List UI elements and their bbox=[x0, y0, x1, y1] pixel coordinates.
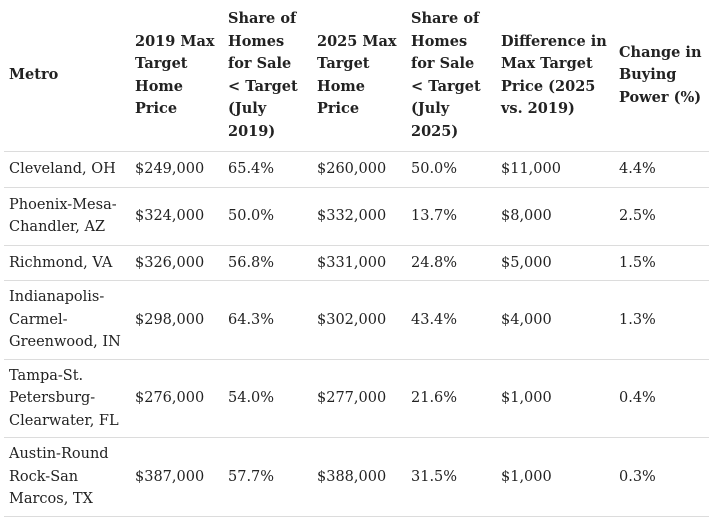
cell-2025-price: $331,000 bbox=[312, 245, 406, 281]
column-header-difference: Difference in Max Target Price (2025 vs.… bbox=[496, 0, 614, 152]
cell-metro: Indianapolis-Carmel-Greenwood, IN bbox=[4, 280, 130, 360]
cell-2025-share: 50.0% bbox=[406, 151, 496, 188]
cell-2025-price: $302,000 bbox=[312, 280, 406, 360]
cell-2019-share: 57.7% bbox=[223, 437, 312, 517]
cell-2025-share: 43.4% bbox=[406, 280, 496, 360]
cell-2019-price: $249,000 bbox=[130, 151, 223, 188]
cell-2019-price: $324,000 bbox=[130, 187, 223, 246]
buying-power-table: Metro 2019 Max Target Home Price Share o… bbox=[4, 0, 709, 517]
cell-change: 1.3% bbox=[614, 280, 709, 360]
cell-2025-price: $277,000 bbox=[312, 359, 406, 438]
table-row: Richmond, VA $326,000 56.8% $331,000 24.… bbox=[4, 245, 709, 281]
cell-change: 1.5% bbox=[614, 245, 709, 281]
table-body: Cleveland, OH $249,000 65.4% $260,000 50… bbox=[4, 151, 709, 517]
cell-metro: Richmond, VA bbox=[4, 245, 130, 281]
column-header-share-2025: Share of Homes for Sale < Target (July 2… bbox=[406, 0, 496, 152]
column-header-share-2019: Share of Homes for Sale < Target (July 2… bbox=[223, 0, 312, 152]
column-header-2025-max-target-price: 2025 Max Target Home Price bbox=[312, 0, 406, 152]
cell-2025-share: 24.8% bbox=[406, 245, 496, 281]
cell-metro: Austin-Round Rock-San Marcos, TX bbox=[4, 437, 130, 517]
cell-difference: $1,000 bbox=[496, 437, 614, 517]
cell-2019-price: $298,000 bbox=[130, 280, 223, 360]
column-header-2019-max-target-price: 2019 Max Target Home Price bbox=[130, 0, 223, 152]
cell-2019-share: 65.4% bbox=[223, 151, 312, 188]
cell-2019-share: 50.0% bbox=[223, 187, 312, 246]
column-header-metro: Metro bbox=[4, 0, 130, 152]
cell-metro: Cleveland, OH bbox=[4, 151, 130, 188]
cell-2025-price: $260,000 bbox=[312, 151, 406, 188]
column-header-change-buying-power: Change in Buying Power (%) bbox=[614, 0, 709, 152]
table-row: Cleveland, OH $249,000 65.4% $260,000 50… bbox=[4, 151, 709, 188]
cell-change: 2.5% bbox=[614, 187, 709, 246]
cell-difference: $8,000 bbox=[496, 187, 614, 246]
cell-2019-share: 54.0% bbox=[223, 359, 312, 438]
cell-2019-share: 64.3% bbox=[223, 280, 312, 360]
table-header: Metro 2019 Max Target Home Price Share o… bbox=[4, 0, 709, 152]
cell-difference: $5,000 bbox=[496, 245, 614, 281]
header-row: Metro 2019 Max Target Home Price Share o… bbox=[4, 0, 709, 152]
table-row: Austin-Round Rock-San Marcos, TX $387,00… bbox=[4, 437, 709, 517]
cell-2019-price: $276,000 bbox=[130, 359, 223, 438]
cell-2025-share: 13.7% bbox=[406, 187, 496, 246]
cell-metro: Phoenix-Mesa-Chandler, AZ bbox=[4, 187, 130, 246]
cell-2025-price: $332,000 bbox=[312, 187, 406, 246]
cell-2019-share: 56.8% bbox=[223, 245, 312, 281]
cell-difference: $1,000 bbox=[496, 359, 614, 438]
cell-2019-price: $326,000 bbox=[130, 245, 223, 281]
table-row: Indianapolis-Carmel-Greenwood, IN $298,0… bbox=[4, 280, 709, 360]
table-row: Tampa-St. Petersburg-Clearwater, FL $276… bbox=[4, 359, 709, 438]
cell-change: 4.4% bbox=[614, 151, 709, 188]
cell-2025-share: 31.5% bbox=[406, 437, 496, 517]
cell-2025-price: $388,000 bbox=[312, 437, 406, 517]
cell-difference: $11,000 bbox=[496, 151, 614, 188]
table-row: Phoenix-Mesa-Chandler, AZ $324,000 50.0%… bbox=[4, 187, 709, 246]
cell-change: 0.4% bbox=[614, 359, 709, 438]
cell-2025-share: 21.6% bbox=[406, 359, 496, 438]
cell-metro: Tampa-St. Petersburg-Clearwater, FL bbox=[4, 359, 130, 438]
cell-change: 0.3% bbox=[614, 437, 709, 517]
cell-2019-price: $387,000 bbox=[130, 437, 223, 517]
cell-difference: $4,000 bbox=[496, 280, 614, 360]
